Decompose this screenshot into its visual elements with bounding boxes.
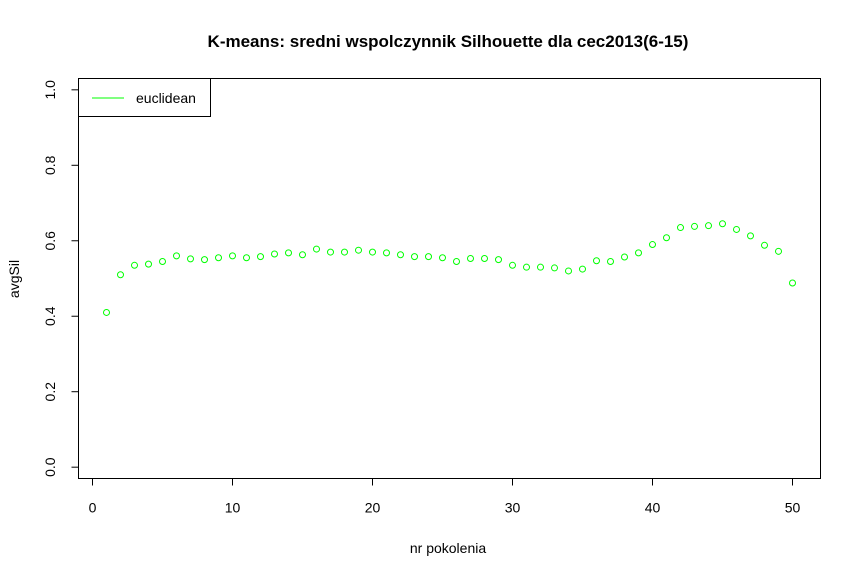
y-tick-label: 0.2 — [42, 382, 58, 402]
data-point — [159, 258, 166, 266]
data-point — [705, 222, 712, 230]
x-axis-label: nr pokolenia — [410, 540, 486, 556]
data-point — [719, 220, 726, 228]
x-tick-label: 10 — [225, 500, 241, 516]
data-point — [131, 261, 138, 269]
y-tick-label: 1.0 — [42, 80, 58, 100]
data-point — [649, 241, 656, 249]
data-point — [215, 254, 222, 262]
data-point — [313, 245, 320, 253]
data-point — [635, 249, 642, 257]
data-point — [565, 267, 572, 275]
legend: euclidean — [78, 78, 211, 117]
data-point — [369, 248, 376, 256]
data-point — [495, 256, 502, 264]
x-tick-label: 30 — [505, 500, 521, 516]
data-point — [775, 247, 782, 255]
y-tick-label: 0.4 — [42, 306, 58, 326]
data-point — [537, 263, 544, 271]
data-point — [117, 271, 124, 279]
data-point — [593, 257, 600, 265]
data-point — [663, 234, 670, 242]
data-points — [103, 220, 796, 316]
y-axis-label: avgSil — [6, 260, 22, 298]
data-point — [789, 279, 796, 287]
data-point — [747, 232, 754, 240]
data-point — [383, 249, 390, 257]
data-point — [439, 254, 446, 262]
data-point — [607, 258, 614, 266]
chart-title: K-means: sredni wspolczynnik Silhouette … — [208, 32, 689, 51]
data-point — [285, 249, 292, 257]
data-point — [453, 258, 460, 266]
x-tick-label: 20 — [365, 500, 381, 516]
data-point — [621, 253, 628, 261]
data-point — [481, 255, 488, 262]
data-point — [299, 251, 306, 259]
data-point — [327, 248, 334, 256]
data-point — [579, 265, 586, 273]
data-point — [187, 255, 194, 263]
x-axis: 0 10 20 30 40 50 — [89, 478, 801, 516]
data-point — [355, 246, 362, 254]
data-point — [551, 264, 558, 272]
y-tick-label: 0.8 — [42, 155, 58, 175]
data-point — [103, 308, 110, 316]
plot-frame — [78, 78, 821, 479]
data-point — [733, 225, 740, 233]
data-point — [411, 253, 418, 261]
x-tick-label: 40 — [645, 500, 661, 516]
data-point — [761, 241, 768, 249]
data-point — [257, 253, 264, 261]
data-point — [271, 250, 278, 258]
y-tick-label: 0.0 — [42, 457, 58, 477]
x-tick-label: 50 — [785, 500, 801, 516]
data-point — [467, 255, 474, 262]
data-point — [425, 253, 432, 261]
data-point — [341, 248, 348, 256]
y-axis: 0.0 0.2 0.4 0.6 0.8 1.0 — [42, 80, 79, 477]
y-tick-label: 0.6 — [42, 231, 58, 251]
data-point — [397, 251, 404, 259]
data-point — [691, 222, 698, 230]
data-point — [173, 252, 180, 260]
data-point — [229, 252, 236, 260]
data-point — [243, 254, 250, 262]
data-point — [509, 261, 516, 269]
data-point — [145, 260, 152, 268]
data-point — [677, 224, 684, 232]
data-point — [201, 256, 208, 264]
x-tick-label: 0 — [89, 500, 97, 516]
data-point — [523, 263, 530, 271]
legend-label-euclidean: euclidean — [136, 90, 196, 106]
